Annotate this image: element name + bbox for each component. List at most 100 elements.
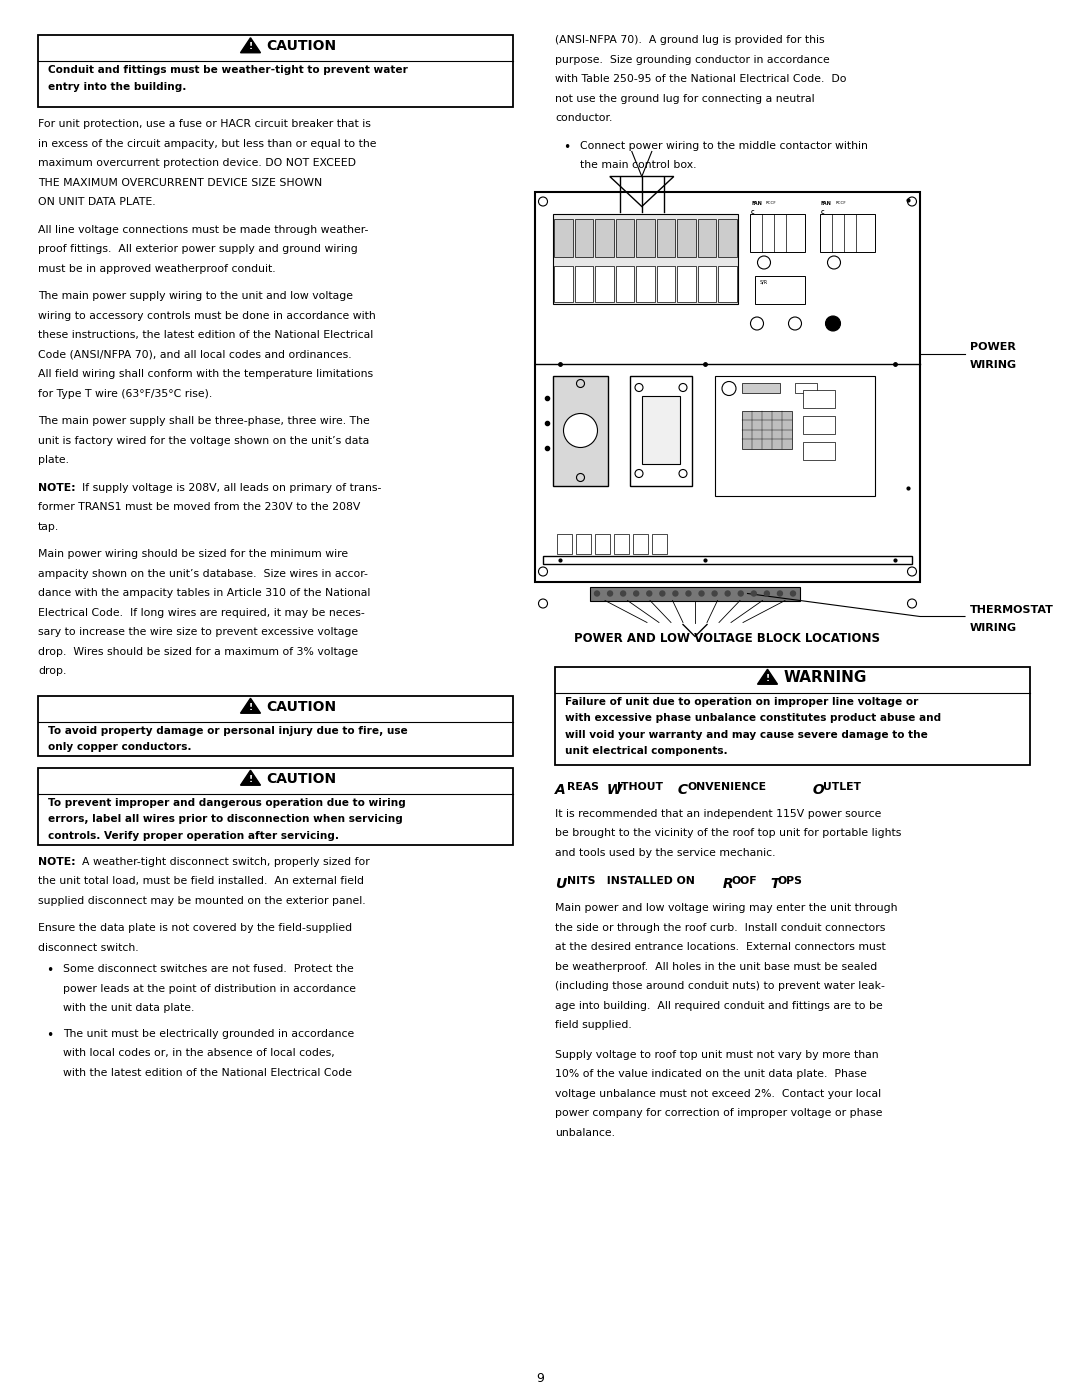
Polygon shape [241, 770, 260, 785]
FancyBboxPatch shape [590, 587, 800, 601]
Text: 9: 9 [536, 1372, 544, 1386]
FancyBboxPatch shape [553, 376, 608, 486]
Text: these instructions, the latest edition of the National Electrical: these instructions, the latest edition o… [38, 330, 374, 339]
FancyBboxPatch shape [616, 219, 634, 257]
Text: wiring to accessory controls must be done in accordance with: wiring to accessory controls must be don… [38, 310, 376, 320]
Text: drop.  Wires should be sized for a maximum of 3% voltage: drop. Wires should be sized for a maximu… [38, 647, 359, 657]
Text: Electrical Code.  If long wires are required, it may be neces-: Electrical Code. If long wires are requi… [38, 608, 365, 617]
FancyBboxPatch shape [804, 390, 835, 408]
Text: !: ! [248, 775, 253, 784]
FancyBboxPatch shape [677, 219, 696, 257]
Text: W: W [602, 782, 622, 796]
Polygon shape [757, 669, 778, 685]
Text: and tools used by the service mechanic.: and tools used by the service mechanic. [555, 848, 775, 858]
FancyBboxPatch shape [595, 219, 613, 257]
FancyBboxPatch shape [553, 214, 738, 303]
Circle shape [778, 591, 782, 597]
Text: tap.: tap. [38, 521, 59, 531]
Circle shape [673, 591, 678, 597]
Text: The main power supply wiring to the unit and low voltage: The main power supply wiring to the unit… [38, 291, 353, 300]
Text: UTLET: UTLET [823, 781, 861, 792]
Text: RCCF: RCCF [836, 201, 847, 204]
Text: be weatherproof.  All holes in the unit base must be sealed: be weatherproof. All holes in the unit b… [555, 961, 877, 971]
Text: power leads at the point of distribution in accordance: power leads at the point of distribution… [63, 983, 356, 993]
Text: WARNING: WARNING [783, 671, 867, 685]
FancyBboxPatch shape [750, 214, 805, 251]
Text: R: R [718, 877, 733, 891]
FancyBboxPatch shape [718, 219, 737, 257]
Text: Connect power wiring to the middle contactor within: Connect power wiring to the middle conta… [580, 141, 868, 151]
Text: Main power and low voltage wiring may enter the unit through: Main power and low voltage wiring may en… [555, 902, 897, 914]
Text: POWER: POWER [970, 341, 1016, 352]
Text: at the desired entrance locations.  External connectors must: at the desired entrance locations. Exter… [555, 942, 886, 951]
Text: the unit total load, must be field installed.  An external field: the unit total load, must be field insta… [38, 876, 364, 886]
FancyBboxPatch shape [804, 415, 835, 433]
Text: OPS: OPS [777, 876, 801, 886]
Polygon shape [241, 38, 260, 53]
Text: purpose.  Size grounding conductor in accordance: purpose. Size grounding conductor in acc… [555, 54, 829, 64]
Text: dance with the ampacity tables in Article 310 of the National: dance with the ampacity tables in Articl… [38, 588, 370, 598]
Text: NITS: NITS [567, 876, 595, 886]
FancyBboxPatch shape [715, 376, 875, 496]
Text: with local codes or, in the absence of local codes,: with local codes or, in the absence of l… [63, 1048, 335, 1058]
Text: (ANSI-NFPA 70).  A ground lug is provided for this: (ANSI-NFPA 70). A ground lug is provided… [555, 35, 825, 45]
Text: former TRANS1 must be moved from the 230V to the 208V: former TRANS1 must be moved from the 230… [38, 502, 361, 511]
Text: CAUTION: CAUTION [267, 39, 337, 53]
FancyBboxPatch shape [718, 265, 737, 302]
Text: INSTALLED ON: INSTALLED ON [603, 876, 694, 886]
Text: in excess of the circuit ampacity, but less than or equal to the: in excess of the circuit ampacity, but l… [38, 138, 377, 148]
FancyBboxPatch shape [642, 395, 680, 464]
Text: drop.: drop. [38, 666, 66, 676]
FancyBboxPatch shape [795, 383, 816, 393]
Circle shape [660, 591, 665, 597]
Text: will void your warranty and may cause severe damage to the: will void your warranty and may cause se… [565, 729, 928, 739]
Text: FAN: FAN [751, 201, 761, 205]
Text: unit electrical components.: unit electrical components. [565, 746, 728, 756]
Text: A weather-tight disconnect switch, properly sized for: A weather-tight disconnect switch, prope… [82, 856, 369, 866]
FancyBboxPatch shape [595, 534, 610, 553]
Text: conductor.: conductor. [555, 113, 612, 123]
FancyBboxPatch shape [633, 534, 648, 553]
Text: Supply voltage to roof top unit must not vary by more than: Supply voltage to roof top unit must not… [555, 1049, 879, 1059]
Circle shape [699, 591, 704, 597]
Text: NOTE:: NOTE: [38, 482, 76, 493]
Text: Some disconnect switches are not fused.  Protect the: Some disconnect switches are not fused. … [63, 964, 354, 974]
Text: THE MAXIMUM OVERCURRENT DEVICE SIZE SHOWN: THE MAXIMUM OVERCURRENT DEVICE SIZE SHOW… [38, 177, 322, 187]
Text: For unit protection, use a fuse or HACR circuit breaker that is: For unit protection, use a fuse or HACR … [38, 119, 370, 129]
FancyBboxPatch shape [804, 441, 835, 460]
Text: !: ! [766, 673, 770, 683]
Text: !: ! [248, 703, 253, 711]
Text: •: • [46, 964, 53, 977]
Text: be brought to the vicinity of the roof top unit for portable lights: be brought to the vicinity of the roof t… [555, 828, 902, 838]
FancyBboxPatch shape [657, 265, 675, 302]
Text: Conduit and fittings must be weather-tight to prevent water: Conduit and fittings must be weather-tig… [48, 66, 408, 75]
FancyBboxPatch shape [575, 265, 593, 302]
Text: !: ! [248, 42, 253, 52]
Text: unbalance.: unbalance. [555, 1127, 615, 1137]
Text: ONVENIENCE: ONVENIENCE [688, 781, 767, 792]
Text: not use the ground lug for connecting a neutral: not use the ground lug for connecting a … [555, 94, 814, 103]
FancyBboxPatch shape [557, 534, 572, 553]
Text: maximum overcurrent protection device. DO NOT EXCEED: maximum overcurrent protection device. D… [38, 158, 356, 168]
FancyBboxPatch shape [554, 219, 572, 257]
FancyBboxPatch shape [636, 265, 654, 302]
Circle shape [739, 591, 743, 597]
Text: ampacity shown on the unit’s database.  Size wires in accor-: ampacity shown on the unit’s database. S… [38, 569, 368, 578]
Circle shape [594, 591, 599, 597]
Text: Failure of unit due to operation on improper line voltage or: Failure of unit due to operation on impr… [565, 697, 918, 707]
Text: POWER AND LOW VOLTAGE BLOCK LOCATIONS: POWER AND LOW VOLTAGE BLOCK LOCATIONS [575, 631, 880, 644]
Text: 10% of the value indicated on the unit data plate.  Phase: 10% of the value indicated on the unit d… [555, 1069, 867, 1078]
Text: plate.: plate. [38, 455, 69, 465]
Circle shape [752, 591, 756, 597]
Text: NOTE:: NOTE: [38, 856, 76, 866]
Text: OOF: OOF [731, 876, 757, 886]
FancyBboxPatch shape [616, 265, 634, 302]
Text: •: • [46, 1028, 53, 1042]
FancyBboxPatch shape [615, 534, 629, 553]
Text: WIRING: WIRING [970, 623, 1017, 633]
FancyBboxPatch shape [38, 35, 513, 108]
Text: To avoid property damage or personal injury due to fire, use: To avoid property damage or personal inj… [48, 725, 408, 735]
FancyBboxPatch shape [657, 219, 675, 257]
Text: T: T [766, 877, 781, 891]
FancyBboxPatch shape [38, 696, 513, 756]
